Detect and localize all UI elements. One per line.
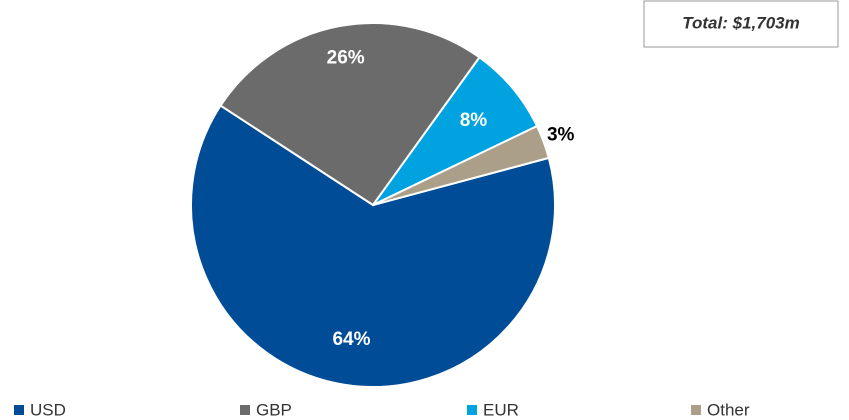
- legend-label: EUR: [483, 400, 519, 419]
- pie-slice: [190, 104, 556, 388]
- data-label: 3%: [547, 124, 575, 145]
- pie-slice: [372, 124, 551, 206]
- legend-label: USD: [30, 400, 66, 419]
- legend-label: Other: [707, 400, 750, 419]
- legend-label: GBP: [256, 400, 292, 419]
- legend-swatch: [14, 405, 24, 415]
- data-label: 64%: [332, 329, 370, 350]
- data-label: 8%: [460, 110, 488, 131]
- total-box: [643, 0, 839, 48]
- total-annotation: Total: $1,703m: [682, 13, 799, 32]
- pie-slice: [219, 22, 481, 207]
- pie-slice: [372, 55, 539, 206]
- legend-swatch: [240, 405, 250, 415]
- legend-swatch: [691, 405, 701, 415]
- legend-swatch: [467, 405, 477, 415]
- data-label: 26%: [327, 47, 365, 68]
